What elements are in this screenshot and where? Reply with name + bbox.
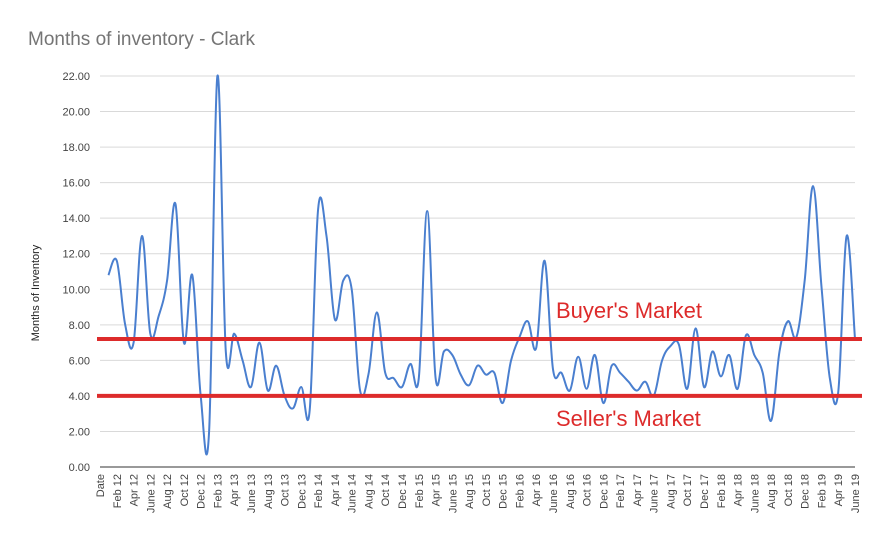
x-tick-label: Feb 12 bbox=[112, 474, 124, 508]
x-tick-label: Aug 12 bbox=[162, 474, 174, 509]
x-tick-label: Feb 16 bbox=[514, 474, 526, 508]
x-tick-label: Aug 15 bbox=[464, 474, 476, 509]
y-tick-label: 20.00 bbox=[62, 107, 90, 119]
x-tick-label: Oct 14 bbox=[380, 474, 392, 506]
x-tick-label: Oct 18 bbox=[783, 474, 795, 506]
x-tick-label: Feb 19 bbox=[816, 474, 828, 508]
x-tick-label: Feb 18 bbox=[716, 474, 728, 508]
x-tick-label: Feb 17 bbox=[615, 474, 627, 508]
x-tick-label: Feb 15 bbox=[414, 474, 426, 508]
x-tick-label: Dec 17 bbox=[699, 474, 711, 509]
x-tick-label: Aug 13 bbox=[263, 474, 275, 509]
x-tick-label: Apr 13 bbox=[229, 474, 241, 506]
y-tick-label: 22.00 bbox=[62, 71, 90, 83]
x-tick-label: June 12 bbox=[145, 474, 157, 513]
x-tick-label: Dec 12 bbox=[196, 474, 208, 509]
chart-title: Months of inventory - Clark bbox=[28, 29, 256, 50]
series-line bbox=[107, 74, 856, 456]
x-tick-label: Aug 16 bbox=[565, 474, 577, 509]
x-tick-label: Oct 16 bbox=[582, 474, 594, 506]
x-tick-label: June 19 bbox=[850, 474, 862, 513]
x-tick-label: June 14 bbox=[347, 474, 359, 513]
x-tick-label: Dec 15 bbox=[498, 474, 510, 509]
y-tick-label: 8.00 bbox=[69, 320, 90, 332]
x-tick-label: Apr 15 bbox=[431, 474, 443, 506]
x-tick-label: June 16 bbox=[548, 474, 560, 513]
reference-line-label: Seller's Market bbox=[556, 406, 701, 431]
x-tick-label: Feb 14 bbox=[313, 474, 325, 508]
x-axis-ticks: Date Feb 12 Apr 12 June 12 Aug 12 Oct 12 Dec 1… bbox=[95, 474, 862, 513]
x-tick-label: Oct 13 bbox=[280, 474, 292, 506]
y-tick-label: 4.00 bbox=[69, 391, 90, 403]
x-tick-label: Aug 14 bbox=[363, 474, 375, 509]
y-tick-label: 12.00 bbox=[62, 249, 90, 261]
y-tick-label: 18.00 bbox=[62, 142, 90, 154]
x-tick-label: Dec 16 bbox=[598, 474, 610, 509]
y-tick-label: 2.00 bbox=[69, 426, 90, 438]
x-tick-label: June 15 bbox=[447, 474, 459, 513]
x-tick-label: June 13 bbox=[246, 474, 258, 513]
y-tick-label: 6.00 bbox=[69, 355, 90, 367]
x-tick-label: Oct 12 bbox=[179, 474, 191, 506]
x-tick-label: June 18 bbox=[749, 474, 761, 513]
y-tick-label: 14.00 bbox=[62, 213, 90, 225]
reference-line-label: Buyer's Market bbox=[556, 298, 702, 323]
x-tick-label: Apr 19 bbox=[833, 474, 845, 506]
reference-lines: Buyer's Market Seller's Market bbox=[97, 298, 862, 431]
y-tick-label: 10.00 bbox=[62, 284, 90, 296]
x-tick-label: Dec 14 bbox=[397, 474, 409, 509]
series-layer bbox=[107, 74, 856, 456]
x-tick-label: Dec 13 bbox=[296, 474, 308, 509]
y-tick-label: 0.00 bbox=[69, 462, 90, 474]
x-tick-label: Apr 17 bbox=[632, 474, 644, 506]
y-axis-ticks: 0.00 2.00 4.00 6.00 8.00 10.00 12.00 14.00 16.00… bbox=[62, 71, 90, 474]
x-tick-label: Oct 17 bbox=[682, 474, 694, 506]
x-tick-label: June 17 bbox=[649, 474, 661, 513]
x-tick-label: Dec 18 bbox=[800, 474, 812, 509]
x-tick-label: Date bbox=[95, 474, 107, 497]
x-tick-label: Aug 18 bbox=[766, 474, 778, 509]
x-tick-label: Apr 14 bbox=[330, 474, 342, 506]
x-tick-label: Apr 18 bbox=[733, 474, 745, 506]
x-tick-label: Feb 13 bbox=[212, 474, 224, 508]
x-tick-label: Apr 12 bbox=[129, 474, 141, 506]
x-tick-label: Oct 15 bbox=[481, 474, 493, 506]
x-tick-label: Aug 17 bbox=[665, 474, 677, 509]
x-tick-label: Apr 16 bbox=[531, 474, 543, 506]
y-axis-label: Months of Inventory bbox=[30, 244, 42, 341]
y-tick-label: 16.00 bbox=[62, 178, 90, 190]
